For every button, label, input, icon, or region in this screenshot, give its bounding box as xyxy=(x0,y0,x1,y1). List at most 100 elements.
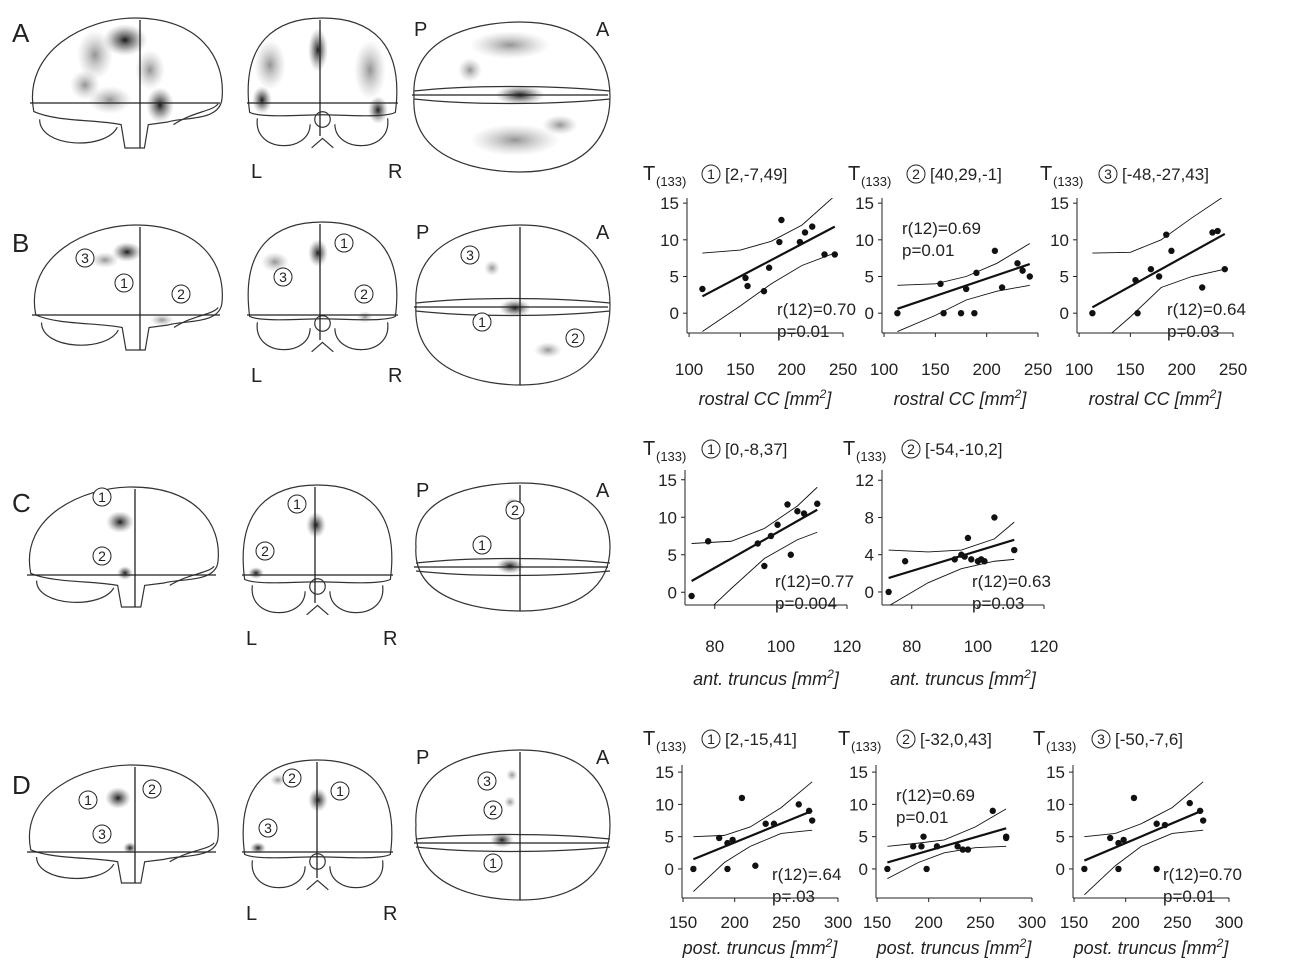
title-coords: [40,29,-1] xyxy=(930,165,1002,184)
orientation-label: L xyxy=(251,365,262,387)
data-point xyxy=(999,284,1005,290)
orientation-label: P xyxy=(416,747,429,769)
data-point xyxy=(961,553,967,559)
x-axis-label-text: ant. truncus [mm xyxy=(693,669,827,689)
marker-number: 3 xyxy=(279,269,287,285)
temporal-outline xyxy=(174,104,219,125)
x-tick-label: 100 xyxy=(767,637,795,656)
activation-blob xyxy=(252,86,272,114)
activation-blob xyxy=(499,299,531,317)
x-axis-label: ant. truncus [mm2] xyxy=(890,667,1037,689)
data-point xyxy=(884,866,890,872)
activation-blob xyxy=(105,787,131,809)
annotation: p=.03 xyxy=(772,887,815,906)
annotation: p=0.004 xyxy=(775,594,837,613)
y-tick-label: 0 xyxy=(670,304,679,323)
data-point xyxy=(821,251,827,257)
y-tick-label: 0 xyxy=(859,860,868,879)
y-tick-label: 5 xyxy=(670,268,679,287)
data-point xyxy=(729,837,735,843)
marker-number: 3 xyxy=(81,250,89,266)
data-point xyxy=(739,795,745,801)
y-tick-label: 10 xyxy=(658,508,677,527)
data-point xyxy=(768,533,774,539)
activation-blob xyxy=(484,260,500,276)
title-coords: [-32,0,43] xyxy=(920,730,992,749)
data-point xyxy=(771,821,777,827)
data-point xyxy=(1027,273,1033,279)
activation-blob xyxy=(248,567,264,579)
marker-number: 3 xyxy=(483,773,491,789)
x-tick-label: 200 xyxy=(915,913,943,932)
activation-blob xyxy=(306,512,326,538)
activation-blob xyxy=(106,511,134,533)
data-point xyxy=(1081,866,1087,872)
marker-number: 1 xyxy=(336,783,344,799)
data-point xyxy=(990,808,996,814)
annotation: p=0.01 xyxy=(1163,887,1215,906)
data-point xyxy=(992,248,998,254)
title-coords: [-54,-10,2] xyxy=(925,440,1003,459)
x-axis-label: post. truncus [mm2] xyxy=(682,936,839,958)
annotation: r(12)=0.70 xyxy=(777,300,856,319)
data-point xyxy=(1014,260,1020,266)
annotation: p=0.01 xyxy=(902,241,954,260)
data-point xyxy=(1214,228,1220,234)
data-point xyxy=(973,270,979,276)
data-point xyxy=(968,556,974,562)
title-coords: [-48,-27,43] xyxy=(1122,165,1209,184)
data-point xyxy=(755,540,761,546)
title-letter: T xyxy=(643,728,655,750)
title-letter: T xyxy=(843,438,855,460)
activation-blob xyxy=(146,87,174,123)
data-point xyxy=(796,801,802,807)
marker-number: 1 xyxy=(478,314,486,330)
data-point xyxy=(762,821,768,827)
data-point xyxy=(1115,866,1121,872)
marker-number: 1 xyxy=(98,489,106,505)
x-tick-label: 80 xyxy=(902,637,921,656)
data-point xyxy=(802,229,808,235)
regression-line xyxy=(887,828,1006,862)
y-tick-label: 10 xyxy=(1046,795,1065,814)
data-point xyxy=(1199,284,1205,290)
orientation-label: P xyxy=(416,222,429,244)
data-point xyxy=(1132,277,1138,283)
title-subscript: (133) xyxy=(856,449,886,464)
data-point xyxy=(784,501,790,507)
data-point xyxy=(971,310,977,316)
activation-blob xyxy=(504,796,516,808)
y-tick-label: 15 xyxy=(855,194,874,213)
x-axis-label-text: rostral CC [mm xyxy=(894,389,1015,409)
confidence-band xyxy=(897,285,1029,331)
data-point xyxy=(958,310,964,316)
data-point xyxy=(1011,547,1017,553)
data-point xyxy=(744,283,750,289)
orientation-label: A xyxy=(596,222,610,244)
marker-number: 1 xyxy=(120,275,128,291)
y-tick-label: 10 xyxy=(855,231,874,250)
title-index: 2 xyxy=(907,441,915,457)
regression-line xyxy=(1084,810,1203,860)
x-tick-label: 250 xyxy=(1024,360,1052,379)
figure: APALRBPALR312132312CPALR121221DPALR12321… xyxy=(0,0,1290,967)
y-tick-label: 10 xyxy=(660,231,679,250)
x-axis-label-end: ] xyxy=(1024,938,1032,958)
data-point xyxy=(794,508,800,514)
data-point xyxy=(923,866,929,872)
data-point xyxy=(940,310,946,316)
x-tick-label: 120 xyxy=(1030,637,1058,656)
confidence-band xyxy=(692,487,818,543)
y-tick-label: 0 xyxy=(865,304,874,323)
x-tick-label: 100 xyxy=(675,360,703,379)
y-tick-label: 5 xyxy=(865,268,874,287)
data-point xyxy=(1134,310,1140,316)
data-point xyxy=(910,843,916,849)
marker-number: 2 xyxy=(148,781,156,797)
temporal-outline xyxy=(174,308,218,328)
y-tick-label: 5 xyxy=(1060,268,1069,287)
marker-number: 2 xyxy=(571,330,579,346)
x-tick-label: 250 xyxy=(1219,360,1247,379)
marker-number: 2 xyxy=(177,286,185,302)
title-letter: T xyxy=(838,728,850,750)
